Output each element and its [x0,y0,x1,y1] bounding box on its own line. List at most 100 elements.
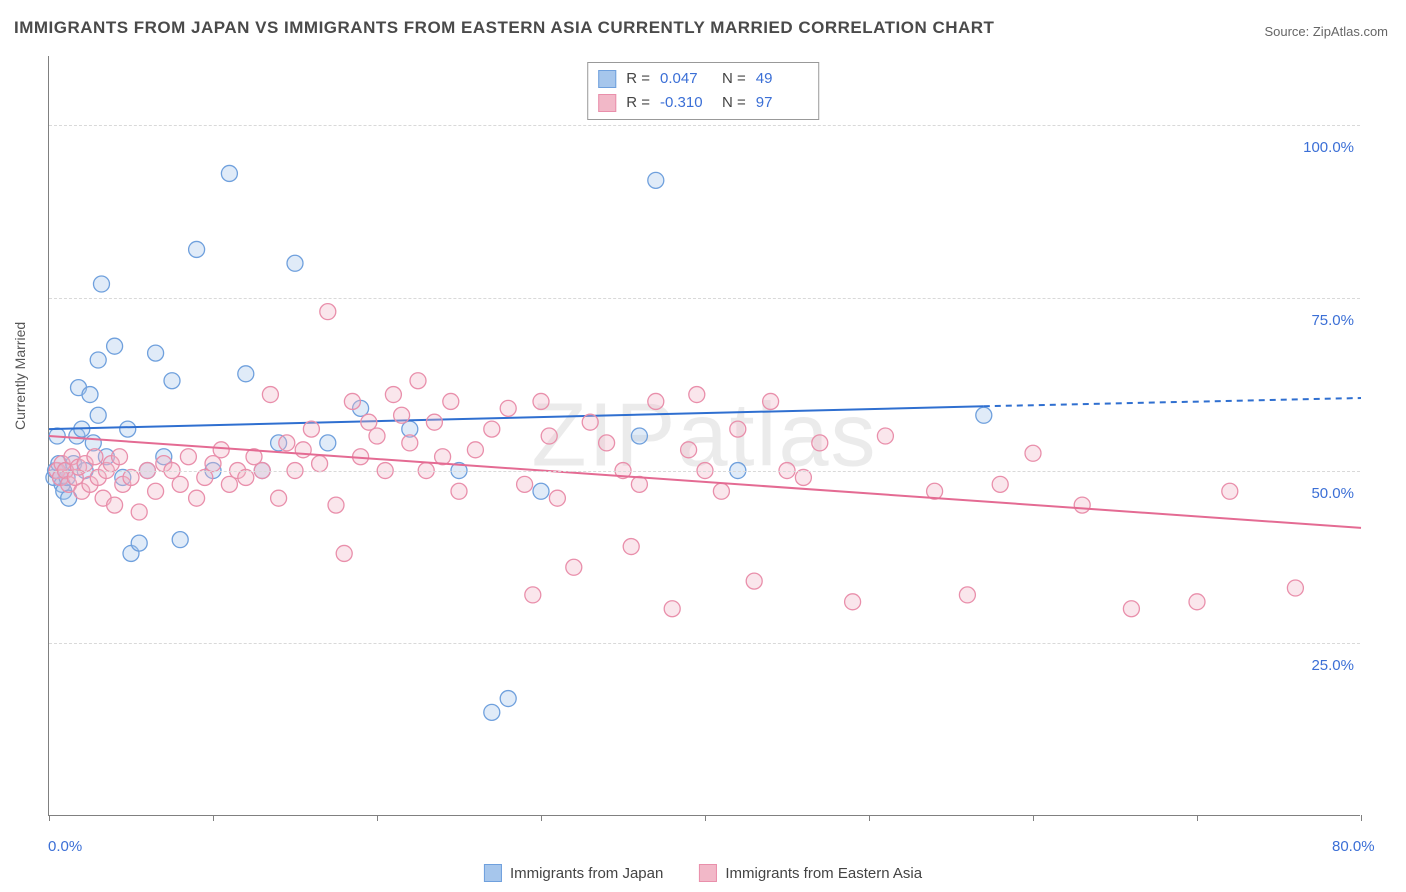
scatter-point-japan [107,338,123,354]
scatter-point-japan [120,421,136,437]
scatter-point-east_asia [812,435,828,451]
x-tick-label: 0.0% [48,838,82,855]
scatter-point-east_asia [525,587,541,603]
y-tick-label: 50.0% [1311,485,1354,502]
scatter-point-east_asia [336,545,352,561]
plot-area: ZIPatlas [48,56,1360,816]
swatch-japan-icon [484,864,502,882]
scatter-point-japan [164,373,180,389]
scatter-point-east_asia [1189,594,1205,610]
scatter-point-japan [221,165,237,181]
trend-line-dash-japan [984,398,1361,406]
scatter-point-japan [90,352,106,368]
legend-label: Immigrants from Japan [510,865,663,882]
swatch-east_asia-icon [699,864,717,882]
x-tick [1033,815,1034,821]
scatter-point-east_asia [877,428,893,444]
gridline-h [49,471,1360,472]
scatter-point-east_asia [795,469,811,485]
scatter-point-east_asia [172,476,188,492]
stats-row-japan: R =0.047N =49 [598,67,808,91]
scatter-point-east_asia [344,393,360,409]
legend-item-japan: Immigrants from Japan [484,864,663,882]
scatter-point-east_asia [87,449,103,465]
scatter-point-east_asia [451,483,467,499]
scatter-point-east_asia [1123,601,1139,617]
scatter-point-east_asia [385,387,401,403]
scatter-point-east_asia [123,469,139,485]
scatter-point-east_asia [484,421,500,437]
scatter-point-east_asia [959,587,975,603]
y-tick-label: 75.0% [1311,312,1354,329]
scatter-point-east_asia [623,539,639,555]
scatter-point-east_asia [271,490,287,506]
scatter-point-east_asia [599,435,615,451]
scatter-point-east_asia [394,407,410,423]
scatter-point-east_asia [238,469,254,485]
scatter-point-east_asia [1287,580,1303,596]
scatter-point-east_asia [402,435,418,451]
n-label: N = [722,67,746,91]
scatter-point-east_asia [279,435,295,451]
scatter-point-japan [189,241,205,257]
y-tick-label: 25.0% [1311,657,1354,674]
swatch-east_asia-icon [598,94,616,112]
scatter-point-east_asia [533,393,549,409]
scatter-point-east_asia [443,393,459,409]
scatter-point-east_asia [746,573,762,589]
n-value: 49 [756,67,808,91]
stats-row-east_asia: R =-0.310N =97 [598,91,808,115]
scatter-point-east_asia [1025,445,1041,461]
y-tick-label: 100.0% [1303,139,1354,156]
scatter-point-east_asia [426,414,442,430]
scatter-point-east_asia [303,421,319,437]
scatter-point-japan [90,407,106,423]
source-credit: Source: ZipAtlas.com [1264,24,1388,39]
r-value: -0.310 [660,91,712,115]
scatter-point-japan [148,345,164,361]
scatter-point-east_asia [681,442,697,458]
scatter-point-east_asia [213,442,229,458]
x-tick [49,815,50,821]
scatter-point-japan [631,428,647,444]
scatter-point-east_asia [517,476,533,492]
scatter-point-japan [172,532,188,548]
x-tick [541,815,542,821]
x-tick [1361,815,1362,821]
scatter-point-japan [287,255,303,271]
x-tick [377,815,378,821]
scatter-point-east_asia [1222,483,1238,499]
scatter-point-east_asia [112,449,128,465]
scatter-point-japan [238,366,254,382]
legend-label: Immigrants from Eastern Asia [725,865,922,882]
scatter-point-east_asia [648,393,664,409]
gridline-h [49,643,1360,644]
scatter-point-east_asia [131,504,147,520]
n-label: N = [722,91,746,115]
scatter-point-east_asia [107,497,123,513]
scatter-point-east_asia [295,442,311,458]
scatter-point-east_asia [631,476,647,492]
r-label: R = [626,67,650,91]
x-tick [1197,815,1198,821]
scatter-point-japan [533,483,549,499]
legend-item-east_asia: Immigrants from Eastern Asia [699,864,922,882]
scatter-point-japan [976,407,992,423]
scatter-point-east_asia [664,601,680,617]
scatter-point-japan [320,435,336,451]
x-tick-label: 80.0% [1332,838,1375,855]
scatter-point-east_asia [763,393,779,409]
scatter-point-east_asia [549,490,565,506]
bottom-legend: Immigrants from Japan Immigrants from Eas… [484,864,922,882]
scatter-point-east_asia [730,421,746,437]
x-tick [869,815,870,821]
stats-legend-box: R =0.047N =49R =-0.310N =97 [587,62,819,120]
scatter-point-east_asia [992,476,1008,492]
scatter-point-east_asia [713,483,729,499]
scatter-point-east_asia [148,483,164,499]
chart-title: IMMIGRANTS FROM JAPAN VS IMMIGRANTS FROM… [14,18,994,38]
plot-svg [49,56,1360,815]
x-tick [213,815,214,821]
scatter-point-japan [648,172,664,188]
scatter-point-east_asia [541,428,557,444]
